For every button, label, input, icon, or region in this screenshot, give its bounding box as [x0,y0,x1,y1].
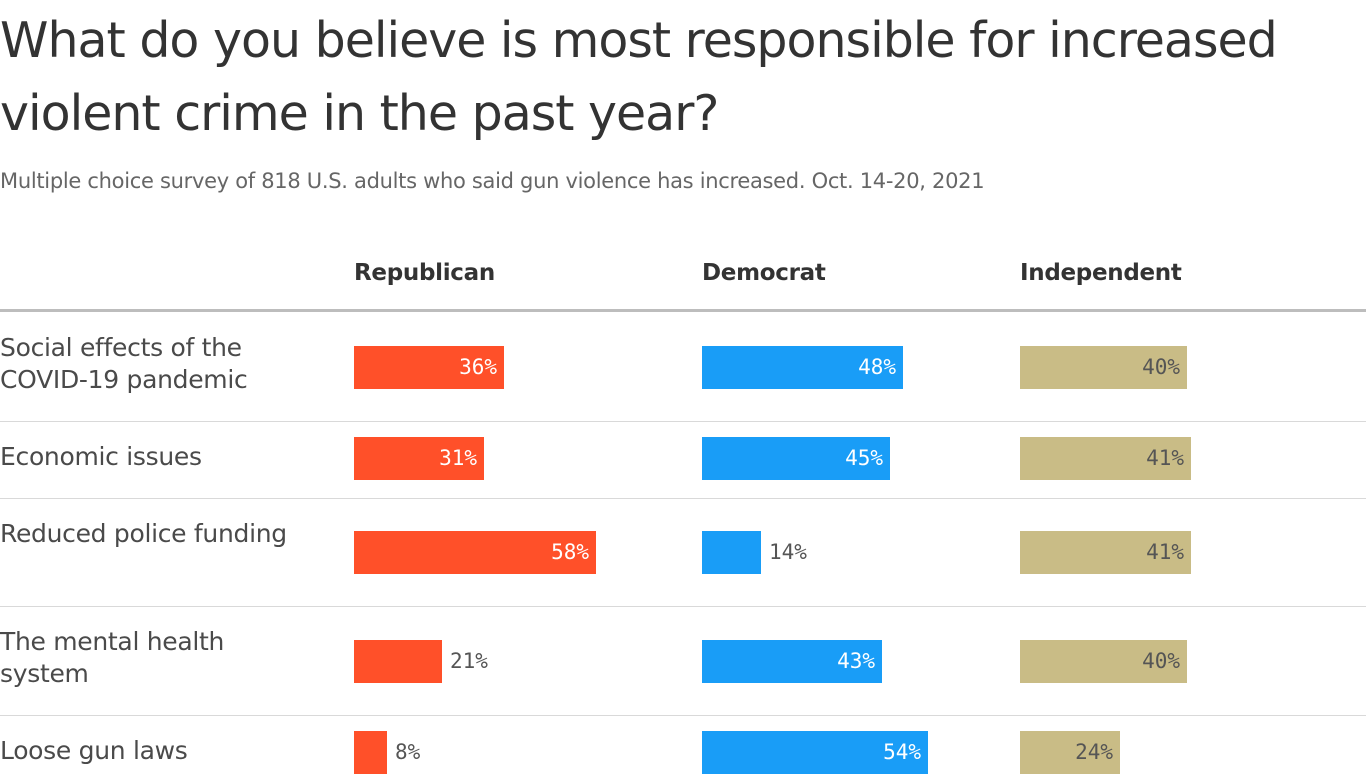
column-header-republican: Republican [354,260,495,286]
data-label-republican: 31% [439,445,477,470]
data-label-democrat: 14% [769,539,807,564]
category-label: Social effects of the COVID-19 pandemic [0,333,248,394]
bar-independent [1020,345,1187,389]
data-label-democrat: 48% [858,354,896,379]
bar-republican [354,436,484,480]
row-divider [0,715,1366,716]
category-label: Loose gun laws [0,736,188,765]
bar-independent [1020,639,1187,683]
data-label-independent: 40% [1142,648,1180,673]
column-header-independent: Independent [1020,260,1182,286]
data-label-republican: 36% [459,354,497,379]
chart-title: What do you believe is most responsible … [0,12,1278,142]
bar-democrat [702,639,882,683]
data-label-democrat: 43% [837,648,875,673]
bar-independent [1020,730,1120,774]
data-label-independent: 41% [1146,445,1184,470]
data-label-independent: 40% [1142,354,1180,379]
data-label-republican: 21% [450,648,488,673]
chart-subtitle: Multiple choice survey of 818 U.S. adult… [0,169,985,193]
category-label: Reduced police funding [0,519,287,548]
category-label: Economic issues [0,442,202,471]
row-divider [0,606,1366,607]
data-label-republican: 58% [551,539,589,564]
data-label-republican: 8% [395,739,421,764]
category-label: The mental health system [0,627,225,688]
bar-republican [354,639,442,683]
row-divider [0,421,1366,422]
bar-independent [1020,530,1191,574]
bar-democrat [702,730,928,774]
data-label-democrat: 54% [883,739,921,764]
bar-democrat [702,436,890,480]
data-label-independent: 24% [1075,739,1113,764]
bar-democrat [702,345,903,389]
bar-independent [1020,436,1191,480]
row-divider [0,498,1366,499]
bar-democrat [702,530,761,574]
data-label-democrat: 45% [845,445,883,470]
bar-republican [354,345,504,389]
data-label-independent: 41% [1146,539,1184,564]
bar-republican [354,730,387,774]
column-header-democrat: Democrat [702,260,826,286]
bar-republican [354,530,596,574]
header-divider [0,309,1366,312]
